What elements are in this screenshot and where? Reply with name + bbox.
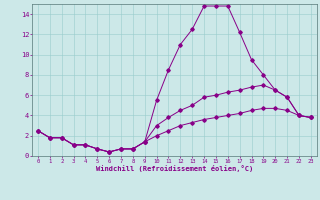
- X-axis label: Windchill (Refroidissement éolien,°C): Windchill (Refroidissement éolien,°C): [96, 165, 253, 172]
